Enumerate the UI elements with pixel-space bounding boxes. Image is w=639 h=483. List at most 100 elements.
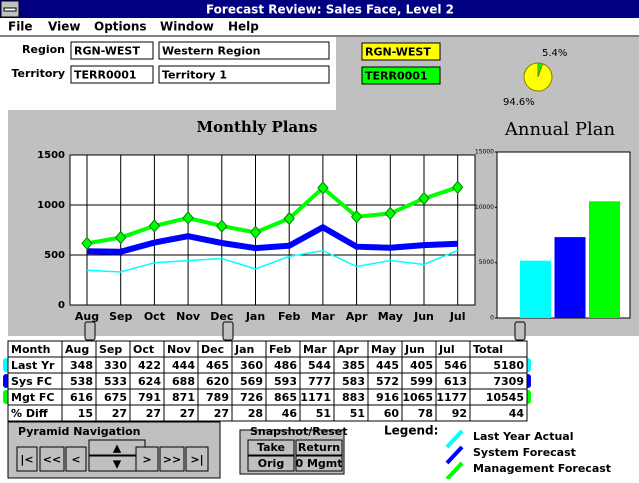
nav-button[interactable]	[185, 446, 209, 472]
legend-label: Management Forecast	[473, 462, 611, 475]
cell-value: 726	[240, 391, 263, 404]
cell-value: 5180	[493, 359, 524, 372]
menu-item[interactable]: Options	[94, 20, 147, 34]
cell-value: 360	[240, 359, 263, 372]
nav-button-label[interactable]: >>	[163, 453, 181, 466]
nav-button-label[interactable]: <<	[43, 453, 61, 466]
nav-button[interactable]	[159, 446, 185, 472]
column-header: Mar	[303, 343, 327, 356]
cell-value: 544	[308, 359, 331, 372]
y-tick-label: 10000	[475, 204, 494, 211]
snapshot-button[interactable]	[247, 455, 295, 472]
nav-button-label[interactable]: >	[142, 453, 151, 466]
cell-value: 28	[248, 407, 263, 420]
legend-label: Last Year Actual	[473, 430, 573, 443]
cell-value: 688	[172, 375, 195, 388]
plot-area	[69, 154, 476, 306]
nav-button[interactable]	[16, 446, 38, 472]
legend-swatch	[445, 461, 464, 481]
range-slider[interactable]	[222, 321, 234, 341]
column-header: Dec	[201, 343, 224, 356]
snapshot-button[interactable]	[295, 455, 343, 472]
nav-button-label[interactable]: >|	[190, 453, 203, 466]
legend-swatch	[445, 445, 464, 465]
column-header: Jul	[438, 343, 455, 356]
cell-value: 444	[172, 359, 195, 372]
menu-item[interactable]: File	[8, 20, 33, 34]
badge-box	[361, 42, 441, 61]
y-tick-label: 0	[58, 300, 65, 311]
cell-value: 789	[206, 391, 229, 404]
menu-item[interactable]: Window	[160, 20, 214, 34]
cell-value: 27	[112, 407, 127, 420]
nav-button-label[interactable]: <	[71, 453, 80, 466]
cell-value: 44	[509, 407, 525, 420]
cell-value: 599	[410, 375, 433, 388]
system-menu-icon	[3, 7, 17, 12]
snapshot-button[interactable]	[247, 439, 295, 456]
cell-value: 871	[172, 391, 195, 404]
cell-value: 916	[376, 391, 399, 404]
cell-value: 51	[316, 407, 331, 420]
nav-button[interactable]	[135, 446, 159, 472]
menu-item[interactable]: Help	[228, 20, 259, 34]
x-tick-label: Jan	[245, 310, 265, 323]
cell-value: 27	[180, 407, 195, 420]
point-marker	[418, 191, 430, 206]
region-code[interactable]: RGN-WEST	[74, 45, 140, 58]
snapshot-button-label[interactable]: Orig	[258, 457, 284, 470]
territory-name-box[interactable]	[158, 65, 330, 84]
region-name[interactable]: Western Region	[162, 45, 261, 58]
snapshot-button[interactable]	[295, 439, 343, 456]
cell-value: 675	[104, 391, 127, 404]
point-marker	[283, 211, 295, 226]
cell-value: 583	[342, 375, 365, 388]
nav-button-label[interactable]: |<	[20, 453, 33, 466]
y-tick-label: 0	[490, 315, 494, 322]
range-slider[interactable]	[84, 321, 96, 341]
cell-value: 78	[418, 407, 433, 420]
snapshot-button-label[interactable]: Return	[298, 441, 340, 454]
column-header: Feb	[269, 343, 292, 356]
group-title: Snapshot/Reset	[250, 425, 347, 438]
x-tick-label: Jun	[413, 310, 434, 323]
cell-value: 569	[240, 375, 263, 388]
cell-value: 620	[206, 375, 229, 388]
bar	[520, 260, 551, 318]
menu-item[interactable]: View	[48, 20, 80, 34]
legend-label: System Forecast	[473, 446, 576, 459]
column-header: Jan	[234, 343, 254, 356]
cell-value: 330	[104, 359, 127, 372]
region-code-box[interactable]	[70, 41, 154, 60]
territory-code[interactable]: TERR0001	[74, 69, 137, 82]
pie-label: 5.4%	[542, 48, 567, 59]
point-marker	[81, 236, 93, 251]
snapshot-button-label[interactable]: Take	[257, 441, 285, 454]
point-marker	[384, 206, 396, 221]
cell-value: 616	[70, 391, 93, 404]
nav-button[interactable]	[39, 446, 65, 472]
x-tick-label: Mar	[311, 310, 335, 323]
point-marker	[249, 225, 262, 240]
cell-value: 533	[104, 375, 127, 388]
cell-value: 46	[282, 407, 298, 420]
pie-label: 94.6%	[503, 97, 535, 108]
cell-value: 10545	[486, 391, 524, 404]
nav-button[interactable]	[65, 446, 87, 472]
territory-name[interactable]: Territory 1	[162, 69, 227, 82]
cell-value: 572	[376, 375, 399, 388]
region-name-box[interactable]	[158, 41, 330, 60]
y-tick-label: 1000	[37, 200, 65, 211]
territory-code-box[interactable]	[70, 65, 154, 84]
cell-value: 60	[384, 407, 400, 420]
column-header: Apr	[337, 343, 359, 356]
range-slider[interactable]	[514, 321, 526, 341]
y-tick-label: 5000	[479, 259, 494, 266]
snapshot-button-label[interactable]: 0 Mgmt	[295, 457, 342, 470]
point-marker	[452, 180, 464, 195]
nav-button-label[interactable]: ▼	[113, 458, 122, 471]
title-bar	[0, 0, 639, 18]
nav-button-label[interactable]: ▲	[113, 442, 122, 455]
column-header: May	[371, 343, 396, 356]
cell-value: 445	[376, 359, 399, 372]
